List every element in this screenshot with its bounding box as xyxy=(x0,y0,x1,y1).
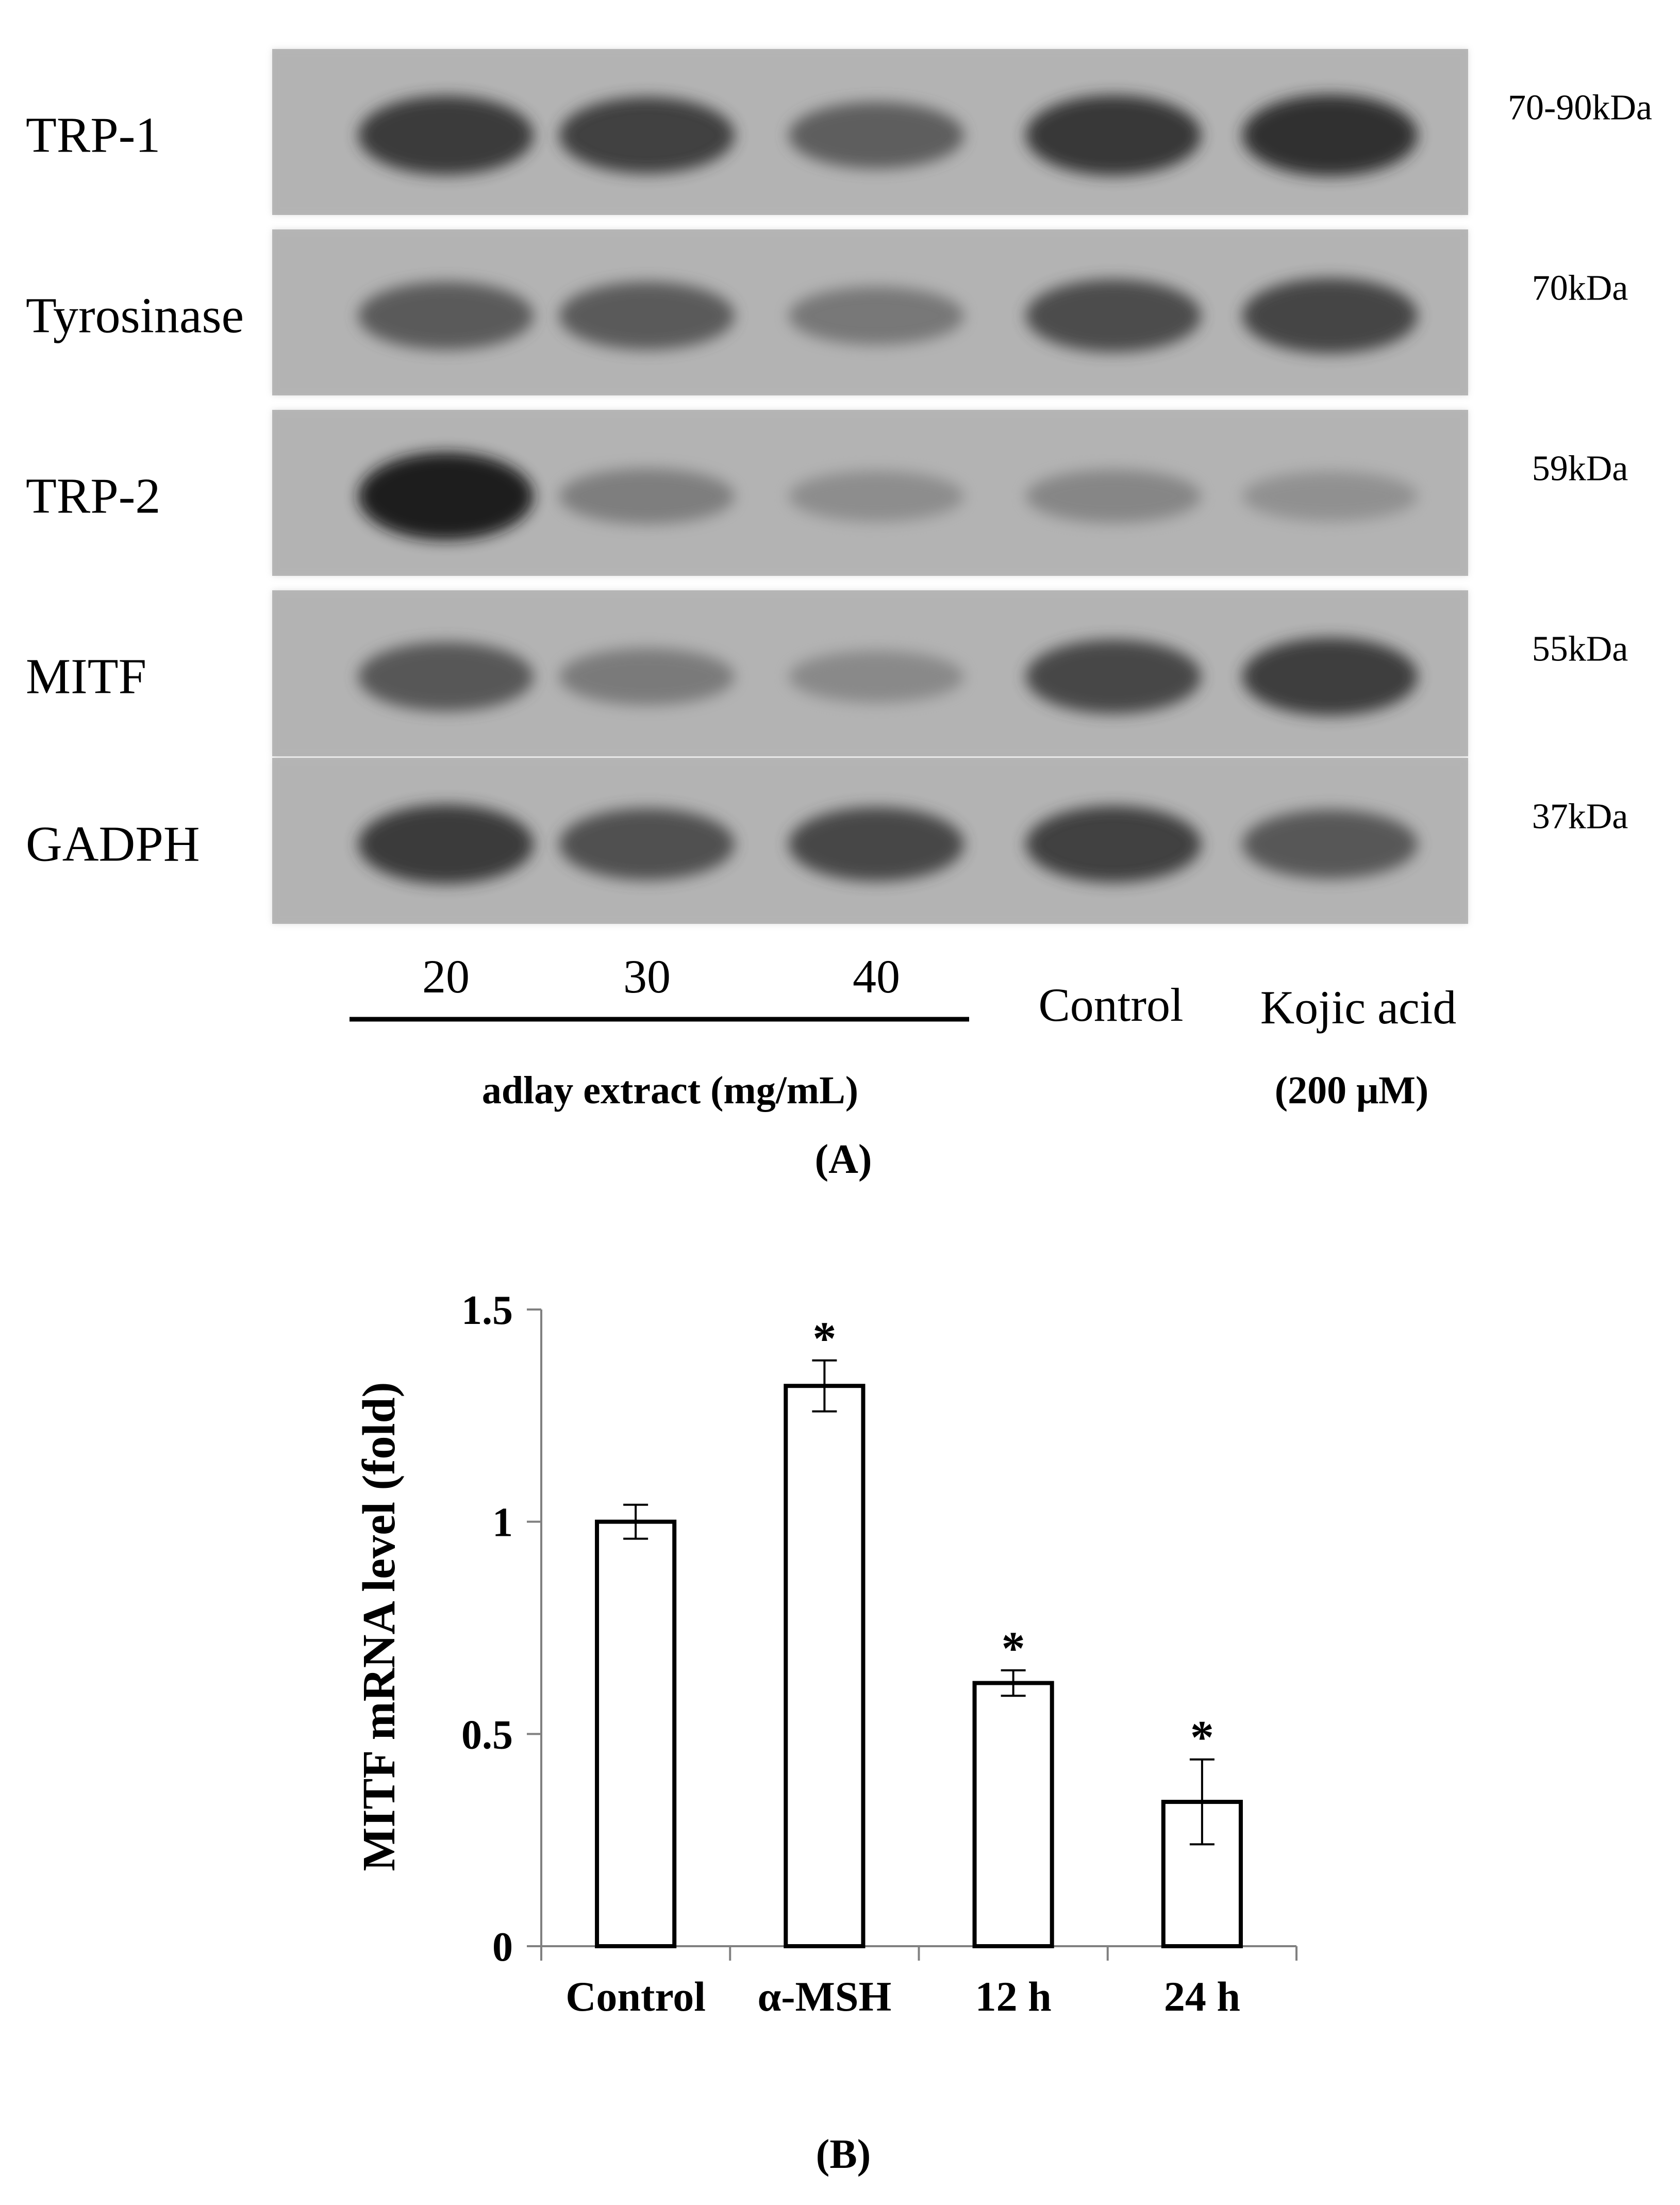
size-label: 37kDa xyxy=(1532,797,1628,836)
size-label: 70-90kDa xyxy=(1508,88,1652,127)
x-axis-ticks xyxy=(540,1946,1298,1961)
lane-label: 20 xyxy=(422,950,470,1003)
size-labels: 70-90kDa 70kDa 59kDa 55kDa 37kDa xyxy=(1508,88,1652,836)
blot-strips xyxy=(272,49,1468,924)
band xyxy=(358,452,534,540)
band xyxy=(358,804,534,884)
y-axis-label: MITF mRNA level (fold) xyxy=(354,1382,405,1871)
band xyxy=(559,648,735,705)
group-label: adlay extract (mg/mL) xyxy=(482,1069,858,1112)
y-tick-label: 0.5 xyxy=(461,1712,513,1758)
lane-label: Kojic acid xyxy=(1260,981,1457,1034)
band xyxy=(1026,639,1201,714)
y-tick-label: 1.5 xyxy=(461,1288,513,1333)
blot-strip-tyrosinase xyxy=(272,229,1468,395)
band xyxy=(1242,809,1418,879)
y-axis-ticks: 0 0.5 1 1.5 xyxy=(461,1288,541,1970)
significance-marker: * xyxy=(1190,1711,1214,1764)
band xyxy=(559,468,735,524)
band xyxy=(789,471,964,522)
blot-strip-trp-2 xyxy=(272,410,1468,576)
band xyxy=(789,287,964,345)
lane-label: 30 xyxy=(623,950,671,1003)
y-tick-label: 1 xyxy=(492,1500,513,1546)
blot-strip-mitf xyxy=(272,590,1468,756)
protein-label: MITF xyxy=(26,649,146,704)
band xyxy=(1242,637,1418,716)
protein-label: Tyrosinase xyxy=(26,288,244,343)
protein-label: TRP-2 xyxy=(26,468,160,524)
y-tick-label: 0 xyxy=(492,1925,513,1970)
bar xyxy=(784,1384,866,1948)
band xyxy=(559,808,735,881)
size-label: 70kDa xyxy=(1532,268,1628,308)
bar-chart-panel: 0 0.5 1 1.5 * * * Control α-MSH 12 h 24 h MITF m… xyxy=(354,1288,1298,2177)
blot-strip-trp-1 xyxy=(272,49,1468,215)
lane-label: Control xyxy=(1038,979,1183,1031)
x-tick-label: 12 h xyxy=(975,1973,1052,2020)
significance-marker: * xyxy=(812,1312,836,1365)
lane-labels: 20 30 40 Control Kojic acid xyxy=(422,950,1456,1034)
band xyxy=(789,651,964,703)
band xyxy=(1242,94,1418,176)
kojic-concentration-label: (200 μM) xyxy=(1275,1069,1428,1112)
panel-a-label: (A) xyxy=(814,1137,872,1182)
band xyxy=(789,807,964,882)
band xyxy=(358,642,534,711)
bar xyxy=(972,1681,1054,1949)
bars: * * * xyxy=(595,1312,1243,1949)
bar xyxy=(595,1519,677,1949)
protein-label: GADPH xyxy=(26,816,200,872)
panel-b-label: (B) xyxy=(816,2132,871,2177)
band xyxy=(559,281,735,350)
blot-strip-gadph xyxy=(272,758,1468,924)
lane-label: 40 xyxy=(853,950,900,1003)
x-tick-label: α-MSH xyxy=(757,1973,891,2020)
band xyxy=(1026,469,1201,523)
protein-label: TRP-1 xyxy=(26,107,160,163)
x-tick-label: 24 h xyxy=(1164,1973,1240,2020)
significance-marker: * xyxy=(1002,1622,1025,1675)
band xyxy=(1242,278,1418,354)
band xyxy=(358,95,534,175)
band xyxy=(1026,95,1201,176)
size-label: 55kDa xyxy=(1532,629,1628,669)
band xyxy=(559,97,735,174)
size-label: 59kDa xyxy=(1532,449,1628,488)
band xyxy=(1026,806,1201,883)
x-tick-label: Control xyxy=(565,1973,706,2020)
band xyxy=(1242,471,1418,521)
band xyxy=(1026,279,1201,353)
protein-labels: TRP-1 Tyrosinase TRP-2 MITF GADPH xyxy=(26,107,244,872)
band xyxy=(358,281,534,350)
x-axis-labels: Control α-MSH 12 h 24 h xyxy=(565,1973,1240,2020)
band xyxy=(789,102,964,169)
